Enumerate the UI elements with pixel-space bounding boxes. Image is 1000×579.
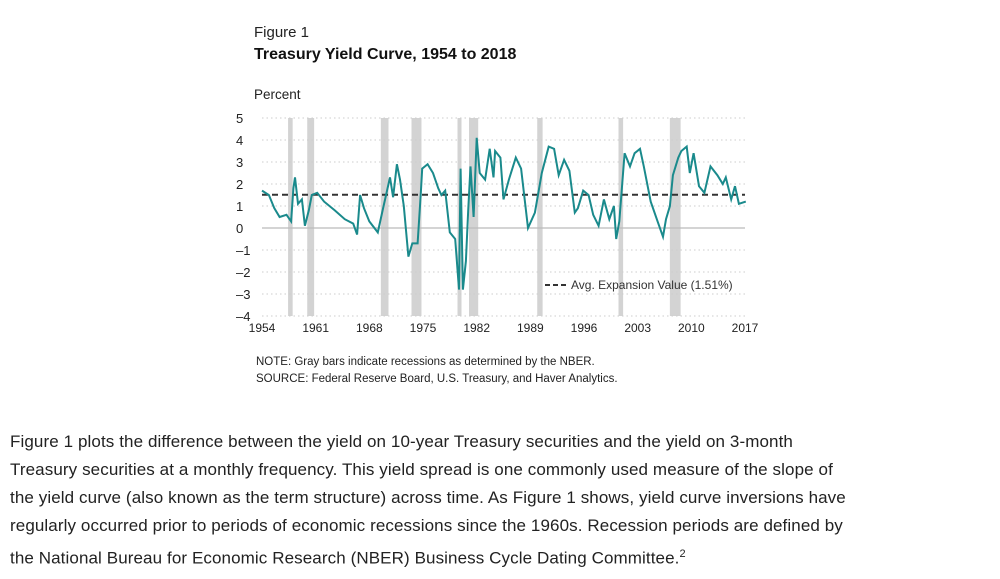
y-axis-label: Percent: [254, 87, 301, 102]
x-tick-label: 1968: [356, 321, 383, 335]
recession-bar: [669, 118, 681, 316]
recession-bar: [307, 118, 315, 316]
x-tick-label: 1996: [571, 321, 598, 335]
y-tick-label: 1: [236, 199, 243, 214]
x-tick-label: 1989: [517, 321, 544, 335]
y-tick-label: 3: [236, 155, 243, 170]
body-line: Figure 1 plots the difference between th…: [10, 432, 793, 451]
x-tick-label: 2010: [678, 321, 705, 335]
y-tick-label: 4: [236, 133, 243, 148]
x-tick-label: 2017: [732, 321, 759, 335]
figure-note: NOTE: Gray bars indicate recessions as d…: [256, 356, 595, 368]
x-tick-label: 2003: [624, 321, 651, 335]
recession-bar: [380, 118, 389, 316]
recession-bar: [288, 118, 293, 316]
chart-title: Treasury Yield Curve, 1954 to 2018: [254, 46, 517, 63]
yield-spread-line: [261, 137, 747, 290]
body-line: the National Bureau for Economic Researc…: [10, 548, 680, 568]
y-tick-label: –1: [236, 243, 250, 258]
legend-label: Avg. Expansion Value (1.51%): [571, 278, 733, 292]
body-line: regularly occurred prior to periods of e…: [10, 516, 843, 535]
y-tick-label: 5: [236, 111, 243, 126]
body-line: the yield curve (also known as the term …: [10, 488, 846, 507]
y-tick-label: –2: [236, 265, 250, 280]
body-paragraph: Figure 1 plots the difference between th…: [10, 428, 995, 573]
y-tick-label: 0: [236, 221, 243, 236]
figure-label: Figure 1: [254, 24, 310, 41]
y-tick-label: –3: [236, 287, 250, 302]
recession-bar: [411, 118, 422, 316]
y-tick-label: –4: [236, 309, 250, 324]
footnote-reference[interactable]: 2: [679, 548, 686, 560]
x-tick-label: 1954: [249, 321, 276, 335]
x-tick-label: 1975: [410, 321, 437, 335]
y-tick-label: 2: [236, 177, 243, 192]
x-tick-label: 1982: [463, 321, 490, 335]
recession-bar: [537, 118, 543, 316]
body-line: Treasury securities at a monthly frequen…: [10, 460, 833, 479]
figure-source: SOURCE: Federal Reserve Board, U.S. Trea…: [256, 373, 618, 385]
recession-bar: [618, 118, 624, 316]
figure: Figure 1 Treasury Yield Curve, 1954 to 2…: [236, 24, 759, 385]
x-tick-label: 1961: [302, 321, 329, 335]
